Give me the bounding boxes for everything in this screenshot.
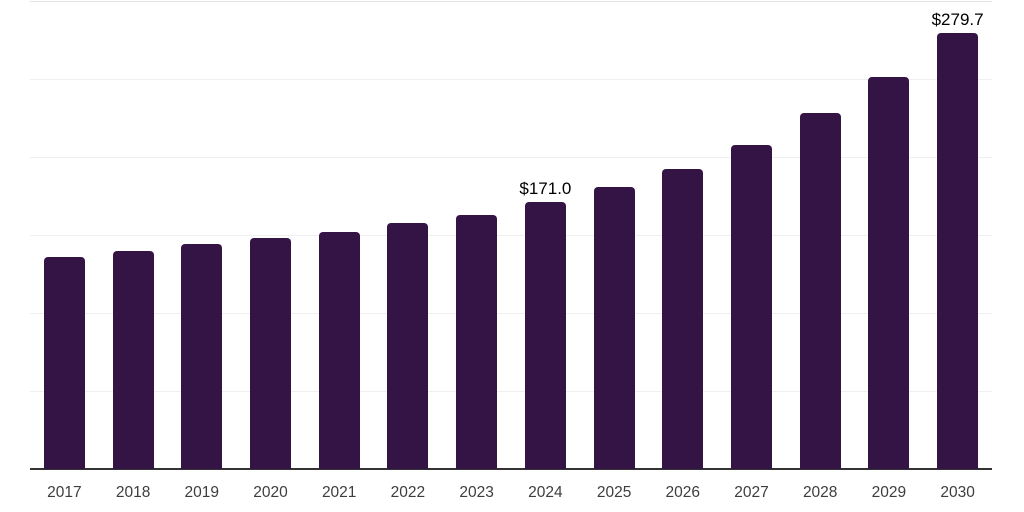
- x-axis-label-2017: 2017: [47, 484, 82, 501]
- gridline-200: [30, 157, 992, 158]
- bar-value-label-2024: $171.0: [519, 179, 572, 199]
- x-axis-label-2020: 2020: [253, 484, 288, 501]
- bar-2017[interactable]: [43, 256, 85, 469]
- x-axis-label-2023: 2023: [459, 484, 494, 501]
- bar-value-label-2030: $279.7: [931, 9, 984, 29]
- x-axis-label-2019: 2019: [184, 484, 220, 501]
- x-axis-label-2028: 2028: [802, 484, 838, 501]
- x-axis-label-2027: 2027: [734, 484, 769, 501]
- x-axis-label-2030: 2030: [940, 484, 975, 501]
- bar-2029[interactable]: [868, 76, 910, 469]
- bar-2021[interactable]: [318, 231, 360, 469]
- bar-2018[interactable]: [112, 250, 154, 469]
- x-axis-label-2029: 2029: [871, 484, 907, 501]
- x-axis-label-2021: 2021: [321, 484, 357, 501]
- bar-2020[interactable]: [250, 238, 291, 469]
- x-axis-label-2025: 2025: [596, 484, 632, 501]
- bar-2022[interactable]: [387, 223, 429, 469]
- bar-2025[interactable]: [593, 187, 635, 469]
- bar-2030[interactable]: [937, 32, 979, 469]
- gridline-250: [30, 79, 992, 80]
- bar-2026[interactable]: [662, 169, 704, 469]
- x-axis-label-2018: 2018: [115, 484, 151, 501]
- bar-2024[interactable]: [524, 202, 566, 469]
- bar-2019[interactable]: [181, 244, 223, 469]
- x-axis-label-2024: 2024: [528, 484, 563, 501]
- bar-2023[interactable]: [456, 215, 498, 469]
- gridline-300: [30, 1, 992, 2]
- x-axis-line: [30, 468, 992, 470]
- gridline-50: [30, 391, 992, 392]
- bar-2027[interactable]: [731, 145, 772, 469]
- gridline-100: [30, 313, 992, 314]
- bar-2028[interactable]: [799, 113, 841, 469]
- gridline-150: [30, 235, 992, 236]
- x-axis-label-2026: 2026: [665, 484, 701, 501]
- x-axis-label-2022: 2022: [390, 484, 426, 501]
